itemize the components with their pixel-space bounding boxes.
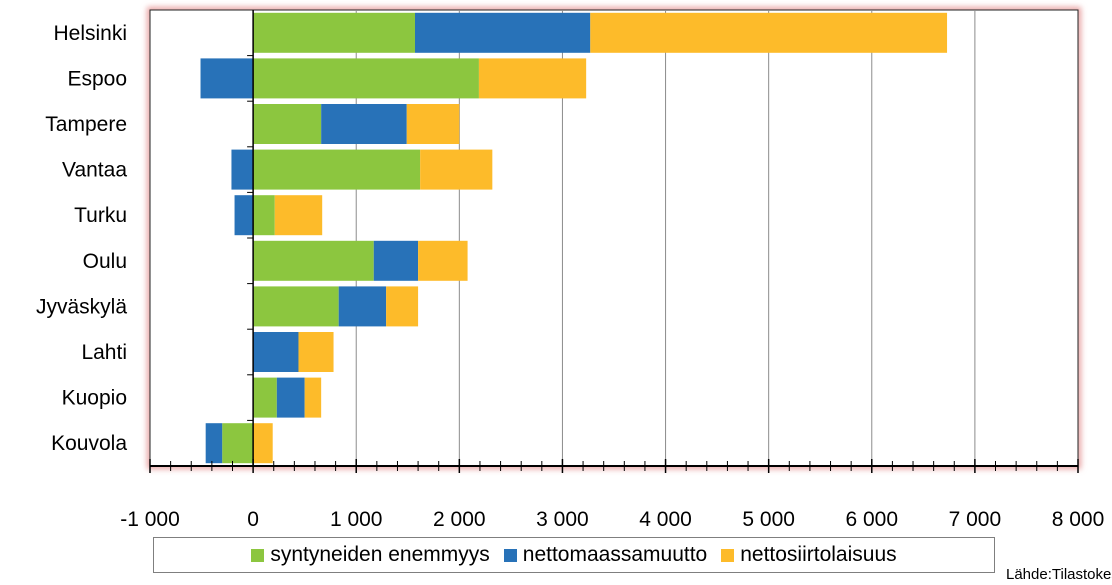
x-tick-label: 5 000: [742, 508, 795, 531]
bar-segment: [304, 377, 322, 418]
x-tick-label: 3 000: [536, 508, 589, 531]
legend-swatch: [251, 548, 265, 562]
legend-label: nettomaassamuutto: [522, 543, 708, 566]
category-label: Kouvola: [51, 432, 127, 455]
category-label: Turku: [74, 204, 127, 227]
legend-item: nettosiirtolaisuus: [721, 543, 897, 567]
bar-segment: [478, 58, 587, 99]
category-label: Vantaa: [62, 159, 127, 182]
x-tick-label: 0: [247, 508, 259, 531]
x-tick-label: 6 000: [845, 508, 898, 531]
bar-segment: [222, 423, 254, 464]
gridlines: [355, 10, 976, 466]
x-tick-label: -1 000: [120, 508, 180, 531]
legend-swatch: [503, 548, 517, 562]
bar-segment: [253, 12, 415, 53]
bar-segment: [253, 377, 277, 418]
bar-segment: [231, 149, 254, 190]
bar-segment: [253, 423, 273, 464]
bar-segment: [276, 377, 305, 418]
category-label: Lahti: [81, 341, 127, 364]
bars: [200, 12, 948, 464]
category-label: Jyväskylä: [36, 295, 127, 318]
bar-segment: [373, 240, 419, 281]
bar-segment: [253, 104, 322, 144]
bar-segment: [253, 286, 339, 327]
bar-segment: [406, 104, 460, 144]
bar-segment: [298, 332, 334, 372]
category-label: Tampere: [45, 113, 127, 136]
bar-segment: [253, 240, 374, 281]
bar-segment: [253, 58, 479, 99]
bar-segment: [253, 332, 299, 372]
bar-segment: [418, 240, 468, 281]
bar-segment: [253, 195, 275, 236]
x-tick-label: 2 000: [433, 508, 486, 531]
bar-segment: [253, 149, 421, 190]
bar-segment: [321, 104, 407, 144]
x-tick-label: 4 000: [639, 508, 692, 531]
bar-segment: [338, 286, 387, 327]
x-tick-label: 1 000: [330, 508, 383, 531]
category-label: Espoo: [67, 67, 127, 90]
bar-segment: [414, 12, 591, 53]
category-label: Kuopio: [62, 387, 127, 410]
labels: Helsinki Espoo Tampere Vantaa Turku Oulu Jyväs…: [36, 22, 1104, 531]
legend-label: syntyneiden enemmyys: [270, 543, 490, 566]
legend-item: nettomaassamuutto: [503, 543, 708, 567]
x-tick-label: 7 000: [949, 508, 1002, 531]
bar-segment: [590, 12, 948, 53]
bar-segment: [386, 286, 419, 327]
legend: syntyneiden enemmyys nettomaassamuutto net…: [153, 537, 995, 573]
legend-label: nettosiirtolaisuus: [740, 543, 897, 566]
legend-swatch: [721, 548, 735, 562]
bar-segment: [234, 195, 254, 236]
category-label: Oulu: [83, 250, 127, 273]
axes: [149, 10, 1079, 473]
category-label: Helsinki: [53, 22, 127, 45]
bar-segment: [205, 423, 223, 464]
source-note: Lähde:Tilastokeskus: [1006, 566, 1112, 583]
bar-segment: [274, 195, 323, 236]
legend-item: syntyneiden enemmyys: [251, 543, 490, 567]
bar-segment: [420, 149, 493, 190]
bar-segment: [200, 58, 254, 99]
x-tick-label: 8 000: [1052, 508, 1105, 531]
